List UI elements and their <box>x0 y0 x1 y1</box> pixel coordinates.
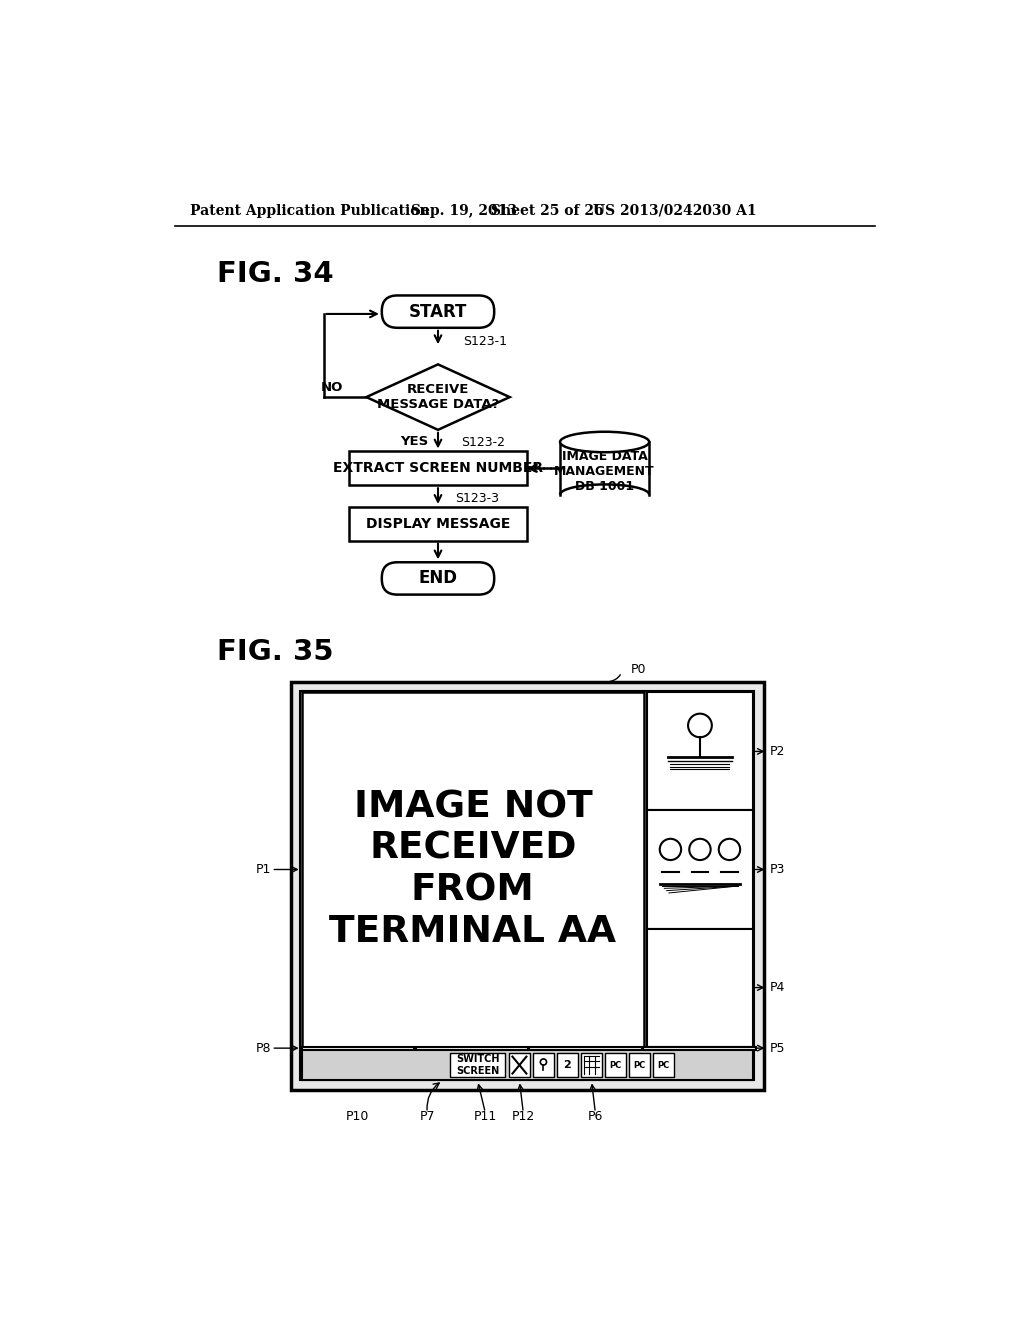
Text: EXTRACT SCREEN NUMBER: EXTRACT SCREEN NUMBER <box>333 461 543 475</box>
Text: Sheet 25 of 26: Sheet 25 of 26 <box>490 203 603 218</box>
Bar <box>451 1053 505 1077</box>
Circle shape <box>689 838 711 861</box>
Bar <box>532 1053 554 1077</box>
Text: Patent Application Publication: Patent Application Publication <box>190 203 430 218</box>
Bar <box>557 1053 579 1077</box>
Text: P10: P10 <box>346 1110 370 1123</box>
Text: S123-2: S123-2 <box>461 437 505 449</box>
Bar <box>647 693 753 810</box>
Text: US 2013/0242030 A1: US 2013/0242030 A1 <box>593 203 757 218</box>
Text: S123-3: S123-3 <box>455 492 499 504</box>
Text: IMAGE DATA
MANAGEMENT
DB 1001: IMAGE DATA MANAGEMENT DB 1001 <box>554 450 655 492</box>
Text: FIG. 35: FIG. 35 <box>217 639 334 667</box>
Bar <box>643 1047 756 1049</box>
Text: Sep. 19, 2013: Sep. 19, 2013 <box>411 203 517 218</box>
Bar <box>629 1053 650 1077</box>
Bar <box>560 442 649 495</box>
Bar <box>529 1047 642 1049</box>
Text: PC: PC <box>634 1060 646 1069</box>
Bar <box>647 928 753 1047</box>
Text: DISPLAY MESSAGE: DISPLAY MESSAGE <box>366 516 510 531</box>
Circle shape <box>719 838 740 861</box>
Bar <box>349 451 527 486</box>
Text: END: END <box>419 569 458 587</box>
Polygon shape <box>367 364 510 430</box>
Text: START: START <box>409 302 467 321</box>
Text: P3: P3 <box>770 863 785 876</box>
Bar <box>647 810 753 928</box>
Text: P12: P12 <box>512 1110 535 1123</box>
Text: PC: PC <box>657 1060 670 1069</box>
Text: SWITCH
SCREEN: SWITCH SCREEN <box>456 1055 500 1076</box>
Bar <box>302 693 644 1047</box>
Bar <box>652 1053 675 1077</box>
Text: YES: YES <box>400 434 429 447</box>
Text: NO: NO <box>321 381 343 395</box>
Bar <box>581 1053 602 1077</box>
Bar <box>302 1047 414 1049</box>
Text: S123-1: S123-1 <box>463 335 507 347</box>
Text: FIG. 34: FIG. 34 <box>217 260 334 288</box>
Circle shape <box>688 714 712 738</box>
Bar <box>416 1047 528 1049</box>
Text: P5: P5 <box>770 1041 785 1055</box>
Bar <box>302 1049 753 1081</box>
Bar <box>300 690 755 1081</box>
Text: P2: P2 <box>770 744 785 758</box>
Bar <box>291 681 764 1090</box>
FancyBboxPatch shape <box>382 296 495 327</box>
Text: P11: P11 <box>474 1110 497 1123</box>
Text: RECEIVE
MESSAGE DATA?: RECEIVE MESSAGE DATA? <box>377 383 499 411</box>
FancyBboxPatch shape <box>382 562 495 594</box>
Bar <box>509 1053 530 1077</box>
Bar <box>349 507 527 541</box>
Text: P7: P7 <box>420 1110 435 1123</box>
Text: PC: PC <box>609 1060 622 1069</box>
Text: IMAGE NOT
RECEIVED
FROM
TERMINAL AA: IMAGE NOT RECEIVED FROM TERMINAL AA <box>330 789 616 950</box>
Circle shape <box>659 838 681 861</box>
Text: P0: P0 <box>631 663 646 676</box>
Text: P6: P6 <box>588 1110 603 1123</box>
Text: P4: P4 <box>770 981 785 994</box>
Ellipse shape <box>560 432 649 453</box>
Text: P8: P8 <box>256 1041 271 1055</box>
Circle shape <box>541 1059 547 1065</box>
Text: P1: P1 <box>256 863 271 876</box>
Text: 2: 2 <box>563 1060 571 1071</box>
Bar <box>604 1053 627 1077</box>
